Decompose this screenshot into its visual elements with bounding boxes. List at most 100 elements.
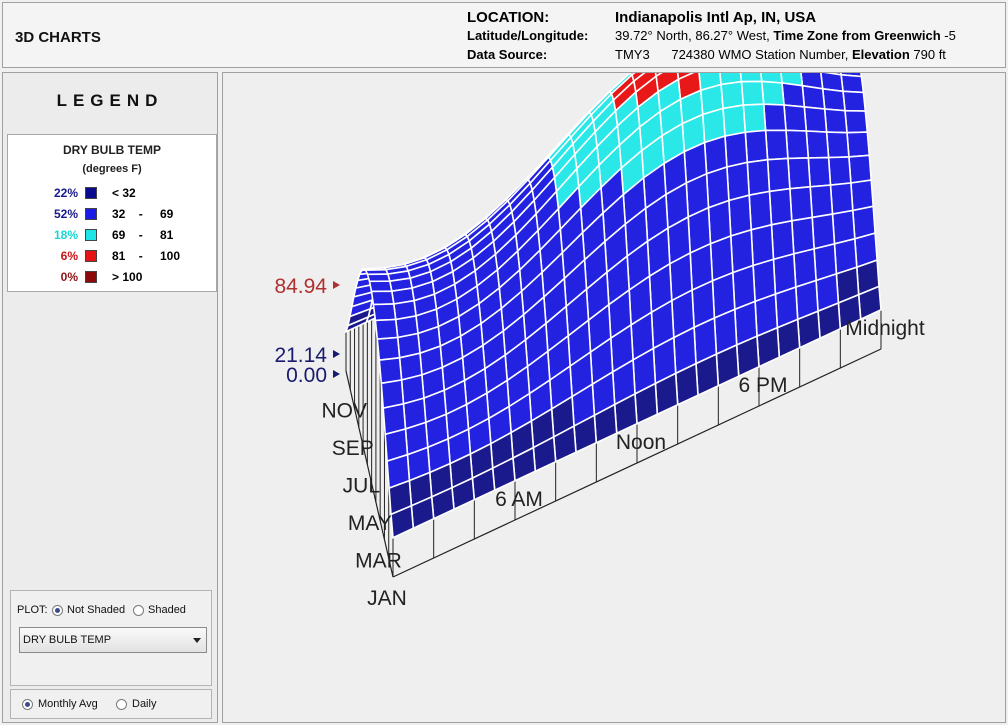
surface-cell	[825, 131, 850, 159]
surface-cell	[370, 290, 395, 306]
legend-row: 22% < 32	[8, 184, 216, 202]
legend-range-high: 100	[160, 249, 181, 263]
surface-cell	[766, 157, 791, 193]
surface-cell	[781, 82, 806, 108]
legend-swatch	[85, 229, 97, 241]
legend-range-low: > 100	[112, 270, 143, 284]
surface-cell	[842, 90, 867, 112]
surface-cell	[844, 109, 869, 134]
not-shaded-label[interactable]: Not Shaded	[67, 604, 126, 616]
legend-percent: 22%	[53, 186, 78, 200]
variable-select[interactable]: DRY BULB TEMP	[19, 627, 207, 653]
not-shaded-radio[interactable]	[52, 605, 63, 616]
latlon-value: 39.72° North, 86.27° West,	[615, 28, 774, 43]
month-axis-line	[345, 370, 394, 578]
legend-row: 52% 32 - 69	[8, 205, 216, 223]
surface-cell	[746, 158, 771, 197]
source-info: TMY3 724380 WMO Station Number, Elevatio…	[615, 47, 946, 62]
surface-cell	[744, 129, 769, 164]
legend-percent: 52%	[53, 207, 78, 221]
legend-range-high: 69	[160, 207, 174, 221]
hour-tick-label: Noon	[616, 431, 666, 454]
surface-cell	[740, 80, 765, 106]
surface-cell	[827, 156, 852, 186]
chevron-down-icon	[193, 638, 201, 643]
surface-cell	[739, 73, 763, 83]
surface-cell	[762, 103, 787, 132]
z-marker-max: 84.94	[274, 275, 327, 298]
surface-cell	[726, 161, 751, 202]
legend-range-low: 81 -	[112, 249, 143, 263]
surface-cell	[805, 130, 830, 159]
legend-swatch	[85, 187, 97, 199]
legend-range-low: < 32	[112, 186, 136, 200]
z-marker-arrow-icon	[333, 350, 340, 358]
elevation-label: Elevation	[851, 47, 910, 62]
surface-cell	[722, 104, 747, 138]
monthly-avg-label[interactable]: Monthly Avg	[38, 698, 98, 710]
elevation-value: 790 ft	[909, 47, 946, 62]
latlon-info: 39.72° North, 86.27° West, Time Zone fro…	[615, 28, 956, 43]
month-tick-label: JUL	[343, 475, 380, 498]
surface-cell	[823, 108, 848, 134]
legend-title: LEGEND	[56, 91, 164, 110]
surface-cell	[787, 157, 812, 190]
surface-cell	[748, 190, 773, 231]
surface-cell	[768, 187, 793, 226]
month-tick-label: SEP	[332, 437, 374, 460]
surface-cell	[750, 223, 775, 267]
legend-row: 0% > 100	[8, 268, 216, 286]
legend-row: 18% 69 - 81	[8, 226, 216, 244]
hour-tick-label: 6 AM	[495, 488, 543, 511]
surface-cell	[378, 356, 403, 385]
z-marker-base: 0.00	[286, 364, 327, 387]
surface-cell	[728, 194, 753, 238]
legend-box: DRY BULB TEMP (degrees F) 22% < 32 52% 32 -…	[7, 134, 217, 292]
surface-cell	[848, 154, 873, 184]
timezone-value: -5	[940, 28, 956, 43]
legend-swatch	[85, 271, 97, 283]
z-marker-arrow-icon	[333, 281, 340, 289]
surface-cell	[390, 504, 415, 539]
hour-tick-label: Midnight	[845, 317, 925, 340]
plot-label: PLOT:	[17, 604, 48, 616]
surface-cell	[724, 131, 749, 168]
z-marker-arrow-icon	[333, 370, 340, 378]
surface-cell	[809, 184, 834, 219]
surface-cell	[850, 179, 875, 212]
latlon-label: Latitude/Longitude:	[467, 28, 589, 43]
shaded-radio[interactable]	[133, 605, 144, 616]
surface-cell	[764, 129, 789, 161]
period-options: Monthly Avg Daily	[10, 689, 212, 719]
side-panel: LEGEND DRY BULB TEMP (degrees F) 22% < 32…	[2, 72, 218, 723]
surface-chart[interactable]: JAN MAR MAY JUL SEP NOV 6 AM Noon 6 PM Midnight 84…	[223, 73, 1005, 722]
surface-cell	[789, 185, 814, 222]
source-label: Data Source:	[467, 47, 548, 62]
legend-unit: (degrees F)	[82, 163, 142, 175]
surface-cell	[811, 213, 836, 250]
legend-percent: 0%	[60, 270, 78, 284]
daily-label[interactable]: Daily	[132, 698, 157, 710]
chart-panel: JAN MAR MAY JUL SEP NOV 6 AM Noon 6 PM Midnight 84…	[222, 72, 1006, 723]
legend-swatch	[85, 250, 97, 262]
surface-cell	[783, 104, 808, 132]
surface-cell	[346, 307, 372, 327]
legend-percent: 6%	[60, 249, 78, 263]
surface-cell	[372, 303, 397, 322]
legend-range-low: 69 -	[112, 228, 143, 242]
surface-cell	[807, 156, 832, 188]
surface-cell	[829, 182, 854, 216]
plot-options: PLOT: Not Shaded Shaded DRY BULB TEMP	[10, 590, 212, 686]
monthly-avg-radio[interactable]	[22, 699, 33, 710]
header-bar: 3D CHARTS LOCATION: Indianapolis Intl Ap…	[2, 2, 1006, 68]
month-tick-label: MAR	[355, 550, 402, 573]
shaded-label[interactable]: Shaded	[148, 604, 186, 616]
surface-cell	[760, 80, 785, 106]
daily-radio[interactable]	[116, 699, 127, 710]
month-tick-label: JAN	[367, 587, 407, 610]
surface-cell	[785, 129, 810, 160]
location-label: LOCATION:	[467, 9, 550, 26]
month-tick-label: NOV	[322, 400, 368, 423]
source-value: TMY3 724380 WMO Station Number,	[615, 47, 852, 62]
surface-cell	[720, 80, 745, 110]
